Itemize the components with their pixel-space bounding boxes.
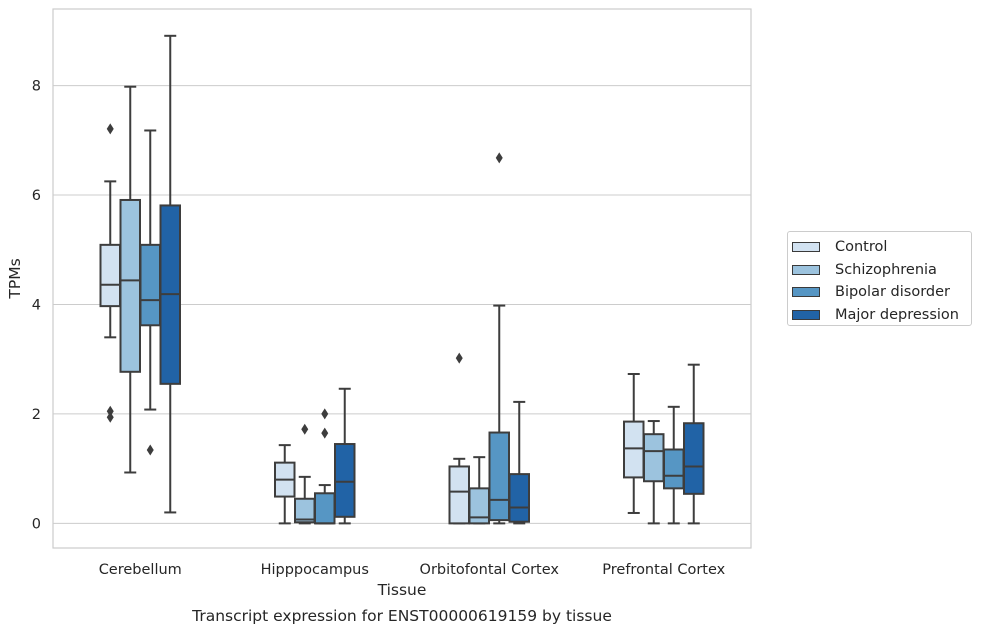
y-axis-label: TPMs bbox=[6, 258, 24, 299]
box-0-0 bbox=[99, 123, 121, 423]
box-iqr bbox=[663, 448, 685, 490]
flier-point bbox=[106, 411, 114, 423]
legend-item-schizophrenia: Schizophrenia bbox=[792, 259, 971, 282]
chart-caption: Transcript expression for ENST0000061915… bbox=[191, 607, 612, 625]
y-tick-label: 2 bbox=[32, 407, 41, 423]
flier-point bbox=[106, 123, 114, 135]
box-1-1 bbox=[294, 423, 316, 525]
box-2-3 bbox=[508, 400, 530, 525]
legend-item-bipolar-disorder: Bipolar disorder bbox=[792, 281, 971, 304]
legend-label: Major depression bbox=[835, 306, 959, 323]
flier-point bbox=[301, 423, 309, 435]
legend-label: Control bbox=[835, 239, 888, 256]
legend-label: Schizophrenia bbox=[835, 261, 937, 278]
flier-point bbox=[495, 152, 503, 164]
box-2-2 bbox=[488, 152, 510, 525]
x-tick-label: Hipppocampus bbox=[261, 562, 369, 578]
flier-point bbox=[146, 444, 154, 456]
y-tick-label: 6 bbox=[32, 188, 41, 204]
box-2-1 bbox=[468, 456, 490, 525]
x-tick-label: Cerebellum bbox=[99, 562, 182, 578]
legend-swatch bbox=[792, 309, 820, 320]
flier-point bbox=[321, 408, 329, 420]
box-1-0 bbox=[274, 444, 296, 525]
legend-swatch bbox=[792, 242, 820, 253]
box-iqr bbox=[488, 431, 510, 522]
box-iqr bbox=[448, 465, 470, 525]
box-0-1 bbox=[119, 85, 141, 474]
legend-item-major-depression: Major depression bbox=[792, 304, 971, 327]
box-0-3 bbox=[159, 34, 181, 514]
x-tick-label: Orbitofontal Cortex bbox=[420, 562, 560, 578]
box-iqr bbox=[683, 422, 705, 495]
box-iqr bbox=[508, 473, 530, 523]
box-iqr bbox=[314, 492, 336, 525]
box-iqr bbox=[99, 243, 121, 308]
box-2-0 bbox=[448, 352, 470, 525]
box-iqr bbox=[334, 443, 356, 518]
y-tick-label: 0 bbox=[32, 516, 41, 532]
legend-swatch bbox=[792, 287, 820, 298]
flier-point bbox=[455, 352, 463, 364]
box-iqr bbox=[119, 198, 141, 373]
legend-item-control: Control bbox=[792, 236, 971, 259]
legend: Control Schizophrenia Bipolar disorder M… bbox=[787, 231, 972, 326]
y-tick-label: 8 bbox=[32, 79, 41, 95]
box-iqr bbox=[643, 433, 665, 483]
box-iqr bbox=[139, 243, 161, 327]
flier-point bbox=[106, 405, 114, 417]
legend-swatch bbox=[792, 264, 820, 275]
box-3-0 bbox=[623, 372, 645, 514]
box-3-1 bbox=[643, 420, 665, 525]
box-1-2 bbox=[314, 408, 336, 525]
x-tick-label: Prefrontal Cortex bbox=[602, 562, 725, 578]
box-0-2 bbox=[139, 129, 161, 456]
flier-point bbox=[321, 427, 329, 439]
y-tick-label: 4 bbox=[32, 297, 41, 313]
box-3-3 bbox=[683, 363, 705, 525]
box-iqr bbox=[623, 420, 645, 479]
box-1-3 bbox=[334, 387, 356, 525]
plot-frame bbox=[52, 8, 752, 549]
legend-label: Bipolar disorder bbox=[835, 284, 950, 301]
box-3-2 bbox=[663, 405, 685, 525]
x-axis-label: Tissue bbox=[377, 581, 427, 599]
